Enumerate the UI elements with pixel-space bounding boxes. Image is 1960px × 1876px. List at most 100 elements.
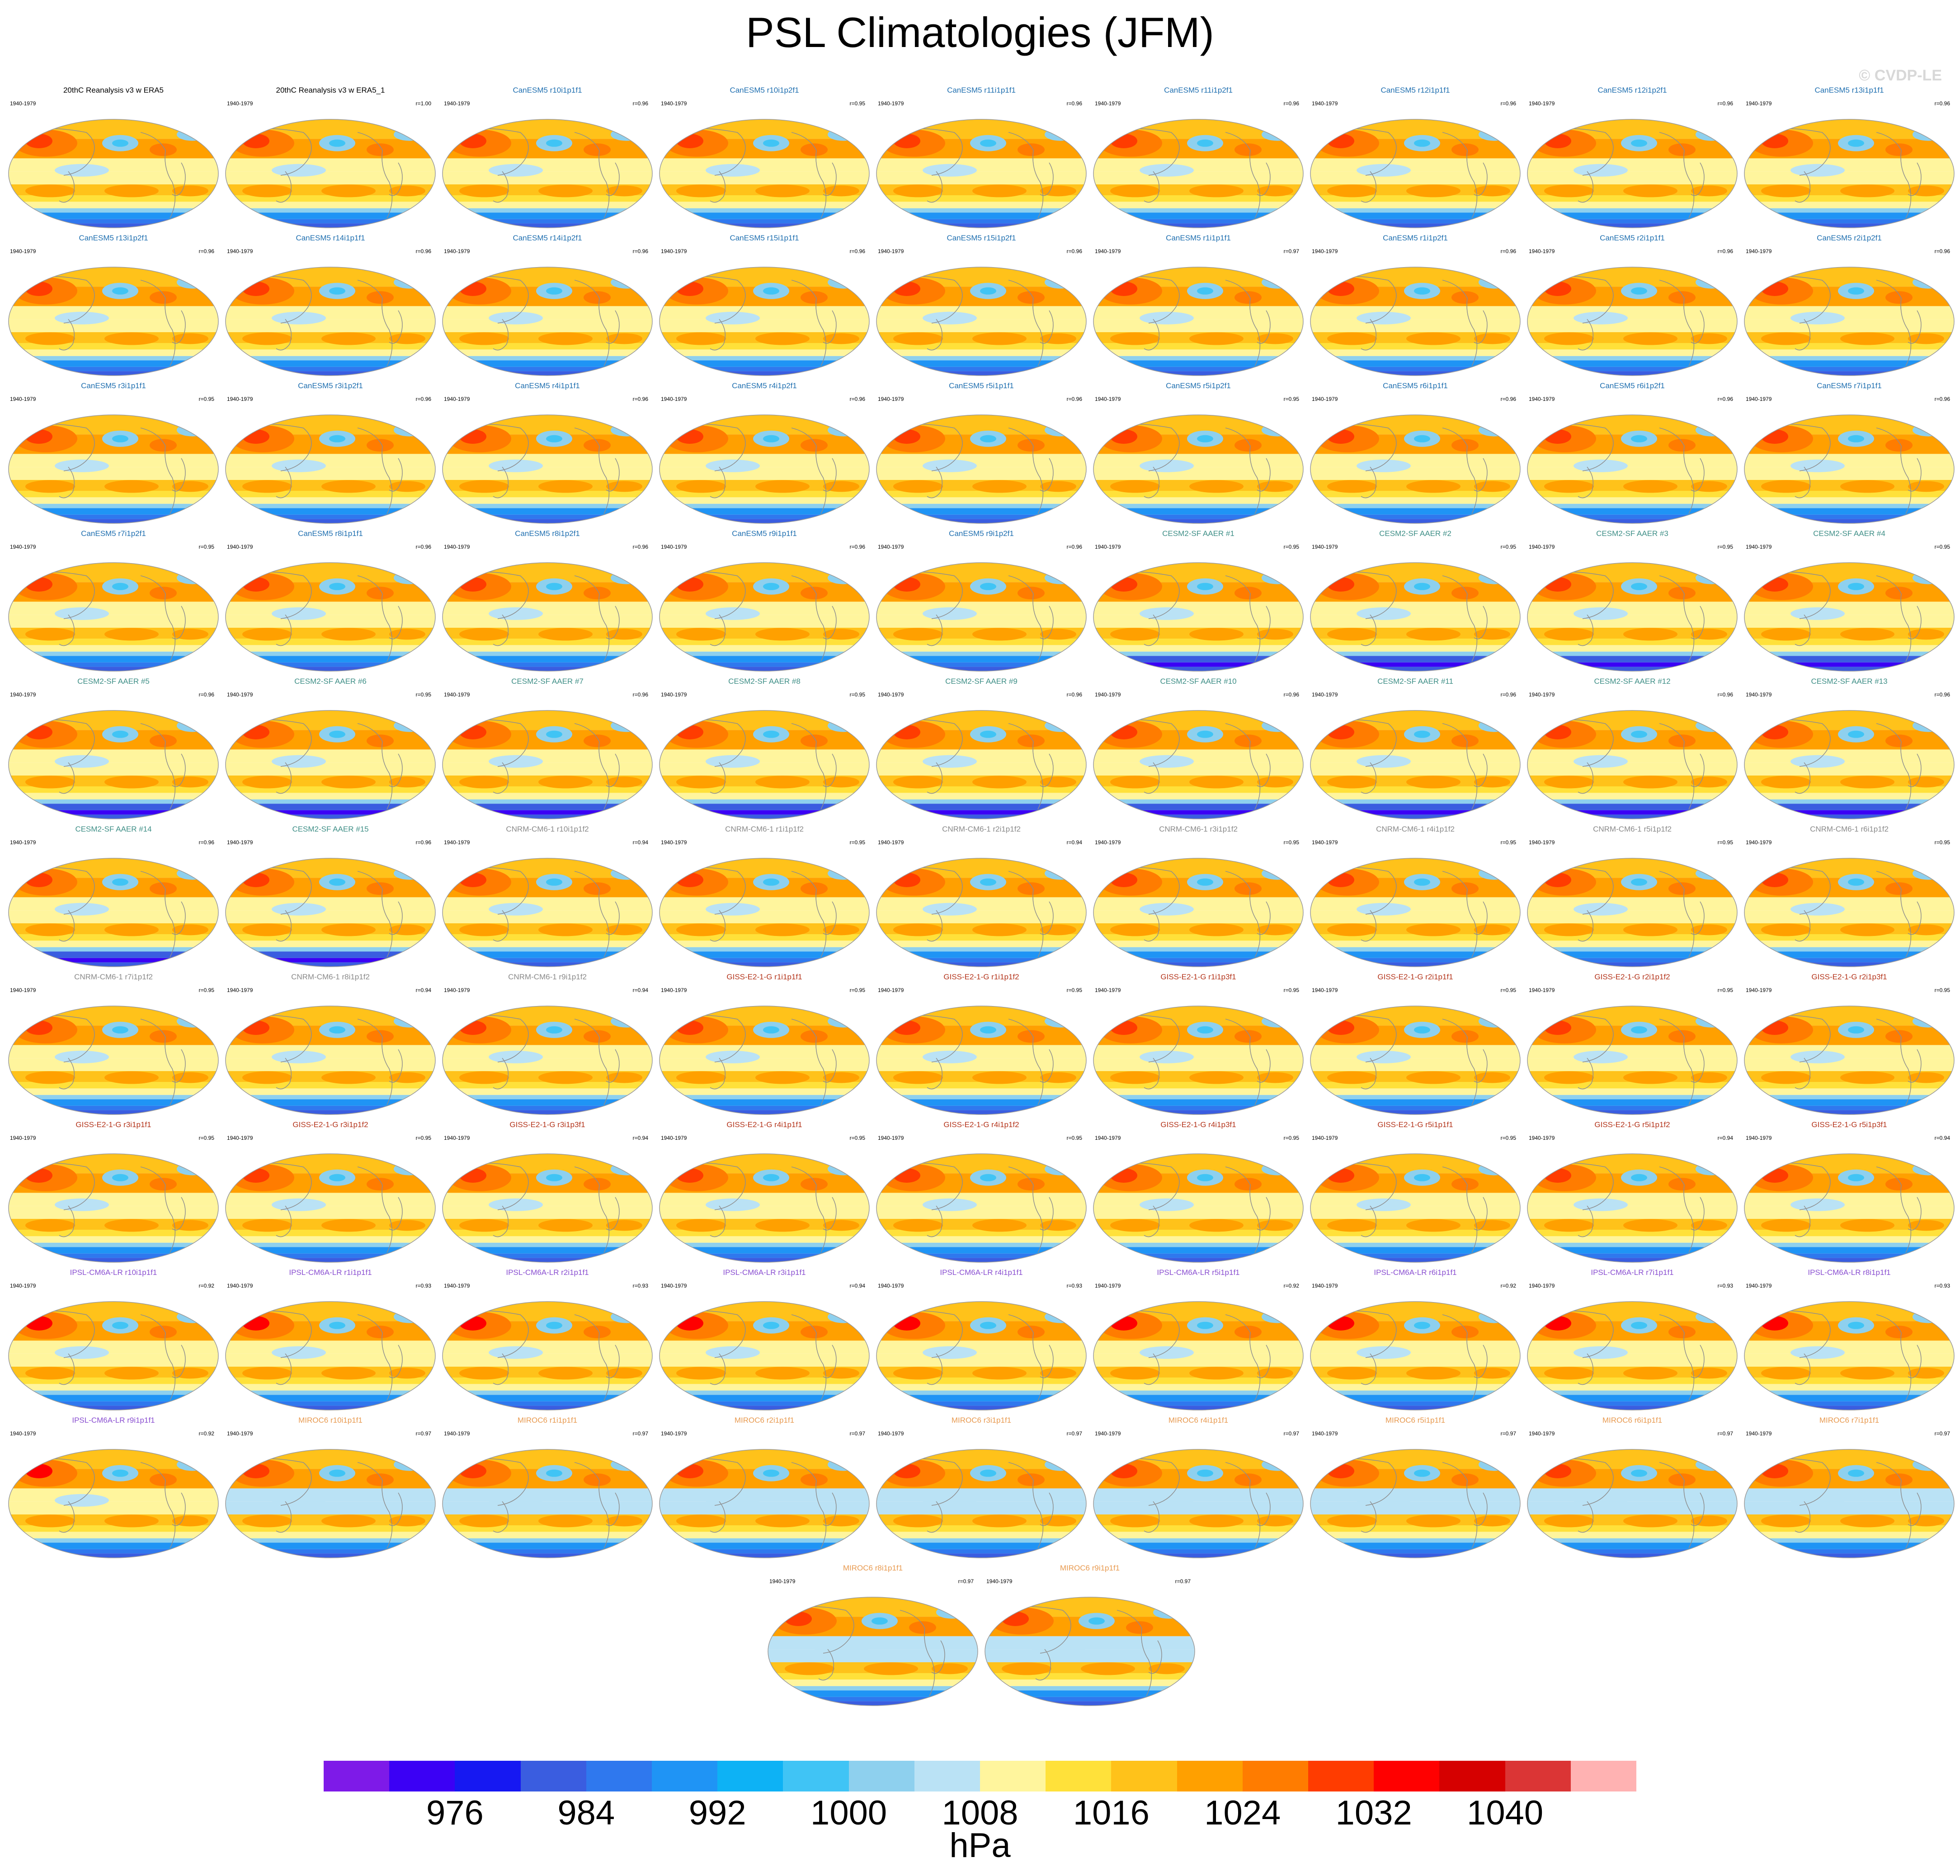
map-panel: CanESM5 r8i1p1f1 1940-1979 r=0.96 — [223, 529, 438, 677]
colorbar-swatch — [717, 1761, 783, 1791]
panel-title: CNRM-CM6-1 r1i1p1f2 — [725, 825, 804, 833]
panel-title: GISS-E2-1-G r4i1p3f1 — [1160, 1120, 1236, 1129]
panel-correlation: r=0.96 — [632, 100, 648, 107]
panel-period: 1940-1979 — [1529, 1135, 1555, 1141]
panel-title: IPSL-CM6A-LR r5i1p1f1 — [1157, 1268, 1240, 1277]
panel-title: CESM2-SF AAER #13 — [1811, 677, 1888, 686]
panel-period: 1940-1979 — [1312, 1283, 1338, 1289]
panel-title: CanESM5 r3i1p1f1 — [81, 381, 146, 390]
panel-title: CNRM-CM6-1 r3i1p1f2 — [1159, 825, 1238, 833]
panel-period: 1940-1979 — [227, 987, 253, 993]
panel-period: 1940-1979 — [10, 100, 36, 107]
panel-correlation: r=0.97 — [958, 1578, 974, 1584]
map-globe — [225, 119, 436, 228]
map-globe — [442, 1449, 653, 1558]
map-globe — [1527, 710, 1738, 819]
panel-period: 1940-1979 — [1746, 396, 1772, 402]
panel-period: 1940-1979 — [1312, 100, 1338, 107]
panel-period: 1940-1979 — [1746, 839, 1772, 846]
map-panel: CNRM-CM6-1 r1i1p1f2 1940-1979 r=0.95 — [657, 825, 872, 972]
panel-period: 1940-1979 — [1746, 691, 1772, 698]
panel-period: 1940-1979 — [878, 544, 904, 550]
panel-title: GISS-E2-1-G r4i1p1f1 — [726, 1120, 802, 1129]
panel-correlation: r=0.95 — [849, 1135, 865, 1141]
panel-correlation: r=0.94 — [849, 1283, 865, 1289]
map-globe — [1093, 267, 1304, 376]
map-panel: IPSL-CM6A-LR r9i1p1f1 1940-1979 r=0.92 — [6, 1416, 221, 1563]
colorbar-swatch — [1570, 1761, 1637, 1791]
colorbar-swatch — [1374, 1761, 1440, 1791]
map-panel: CESM2-SF AAER #11 1940-1979 r=0.96 — [1308, 677, 1522, 824]
panel-correlation: r=0.95 — [849, 839, 865, 846]
panel-correlation: r=0.95 — [1934, 839, 1950, 846]
map-globe — [1744, 119, 1955, 228]
panel-correlation: r=0.96 — [849, 248, 865, 254]
panel-title: CanESM5 r9i1p1f1 — [732, 529, 797, 538]
panel-title: CanESM5 r8i1p2f1 — [515, 529, 580, 538]
map-panel: GISS-E2-1-G r2i1p1f2 1940-1979 r=0.95 — [1525, 973, 1739, 1120]
panel-correlation: r=0.95 — [1717, 544, 1733, 550]
map-globe — [1093, 1006, 1304, 1115]
map-panel: CanESM5 r3i1p2f1 1940-1979 r=0.96 — [223, 381, 438, 529]
map-globe — [1527, 1006, 1738, 1115]
panel-correlation: r=0.96 — [1066, 691, 1082, 698]
map-panel: 20thC Reanalysis v3 w ERA5_1 1940-1979 r=1… — [223, 86, 438, 233]
panel-period: 1940-1979 — [227, 1430, 253, 1437]
map-panel: CanESM5 r15i1p2f1 1940-1979 r=0.96 — [874, 234, 1088, 381]
colorbar-swatch — [586, 1761, 652, 1791]
panel-period: 1940-1979 — [661, 987, 687, 993]
panel-correlation: r=0.95 — [1283, 987, 1299, 993]
map-panel: MIROC6 r10i1p1f1 1940-1979 r=0.97 — [223, 1416, 438, 1563]
panel-title: CanESM5 r2i1p1f1 — [1600, 234, 1665, 242]
map-globe — [1744, 1301, 1955, 1411]
map-panel: CanESM5 r13i1p2f1 1940-1979 r=0.96 — [6, 234, 221, 381]
colorbar-swatch — [1505, 1761, 1571, 1791]
colorbar-swatch — [389, 1761, 455, 1791]
map-panel: CESM2-SF AAER #4 1940-1979 r=0.95 — [1742, 529, 1956, 677]
map-panel: GISS-E2-1-G r5i1p3f1 1940-1979 r=0.94 — [1742, 1120, 1956, 1268]
panel-title: CanESM5 r2i1p2f1 — [1817, 234, 1882, 242]
map-globe — [225, 1006, 436, 1115]
map-panel: MIROC6 r8i1p1f1 1940-1979 r=0.97 — [766, 1564, 980, 1711]
panel-period: 1940-1979 — [661, 544, 687, 550]
panel-period: 1940-1979 — [661, 100, 687, 107]
map-panel: GISS-E2-1-G r2i1p1f1 1940-1979 r=0.95 — [1308, 973, 1522, 1120]
map-panel: GISS-E2-1-G r3i1p1f2 1940-1979 r=0.95 — [223, 1120, 438, 1268]
panel-correlation: r=0.95 — [1934, 544, 1950, 550]
panel-period: 1940-1979 — [1095, 839, 1121, 846]
map-panel: CanESM5 r1i1p2f1 1940-1979 r=0.96 — [1308, 234, 1522, 381]
panel-title: CanESM5 r7i1p1f1 — [1817, 381, 1882, 390]
map-globe — [659, 1153, 870, 1263]
panel-title: CanESM5 r6i1p2f1 — [1600, 381, 1665, 390]
panel-title: CESM2-SF AAER #11 — [1377, 677, 1453, 686]
map-panel: CESM2-SF AAER #3 1940-1979 r=0.95 — [1525, 529, 1739, 677]
map-panel: CanESM5 r4i1p2f1 1940-1979 r=0.96 — [657, 381, 872, 529]
map-panel: CanESM5 r7i1p2f1 1940-1979 r=0.95 — [6, 529, 221, 677]
panel-correlation: r=0.96 — [198, 839, 214, 846]
panel-title: CanESM5 r12i1p2f1 — [1597, 86, 1667, 94]
colorbar-swatch — [1111, 1761, 1177, 1791]
map-panel: CNRM-CM6-1 r3i1p1f2 1940-1979 r=0.95 — [1091, 825, 1305, 972]
panel-correlation: r=0.92 — [198, 1430, 214, 1437]
panel-period: 1940-1979 — [661, 248, 687, 254]
map-globe — [1310, 1006, 1521, 1115]
panel-title: MIROC6 r7i1p1f1 — [1819, 1416, 1880, 1425]
panel-correlation: r=0.96 — [1717, 396, 1733, 402]
map-globe — [442, 1301, 653, 1411]
map-globe — [225, 710, 436, 819]
panel-correlation: r=0.93 — [1934, 1283, 1950, 1289]
map-globe — [659, 1006, 870, 1115]
colorbar-swatch — [652, 1761, 718, 1791]
panel-title: CanESM5 r15i1p2f1 — [947, 234, 1016, 242]
map-panel: CESM2-SF AAER #12 1940-1979 r=0.96 — [1525, 677, 1739, 824]
map-panel: CESM2-SF AAER #15 1940-1979 r=0.96 — [223, 825, 438, 972]
map-panel: CESM2-SF AAER #13 1940-1979 r=0.96 — [1742, 677, 1956, 824]
map-panel: CanESM5 r2i1p1f1 1940-1979 r=0.96 — [1525, 234, 1739, 381]
panel-correlation: r=0.96 — [632, 691, 648, 698]
panel-period: 1940-1979 — [227, 1135, 253, 1141]
panel-title: MIROC6 r6i1p1f1 — [1602, 1416, 1663, 1425]
panel-period: 1940-1979 — [769, 1578, 796, 1584]
panel-period: 1940-1979 — [444, 396, 470, 402]
panel-correlation: r=0.93 — [1066, 1283, 1082, 1289]
map-panel: CanESM5 r14i1p1f1 1940-1979 r=0.96 — [223, 234, 438, 381]
